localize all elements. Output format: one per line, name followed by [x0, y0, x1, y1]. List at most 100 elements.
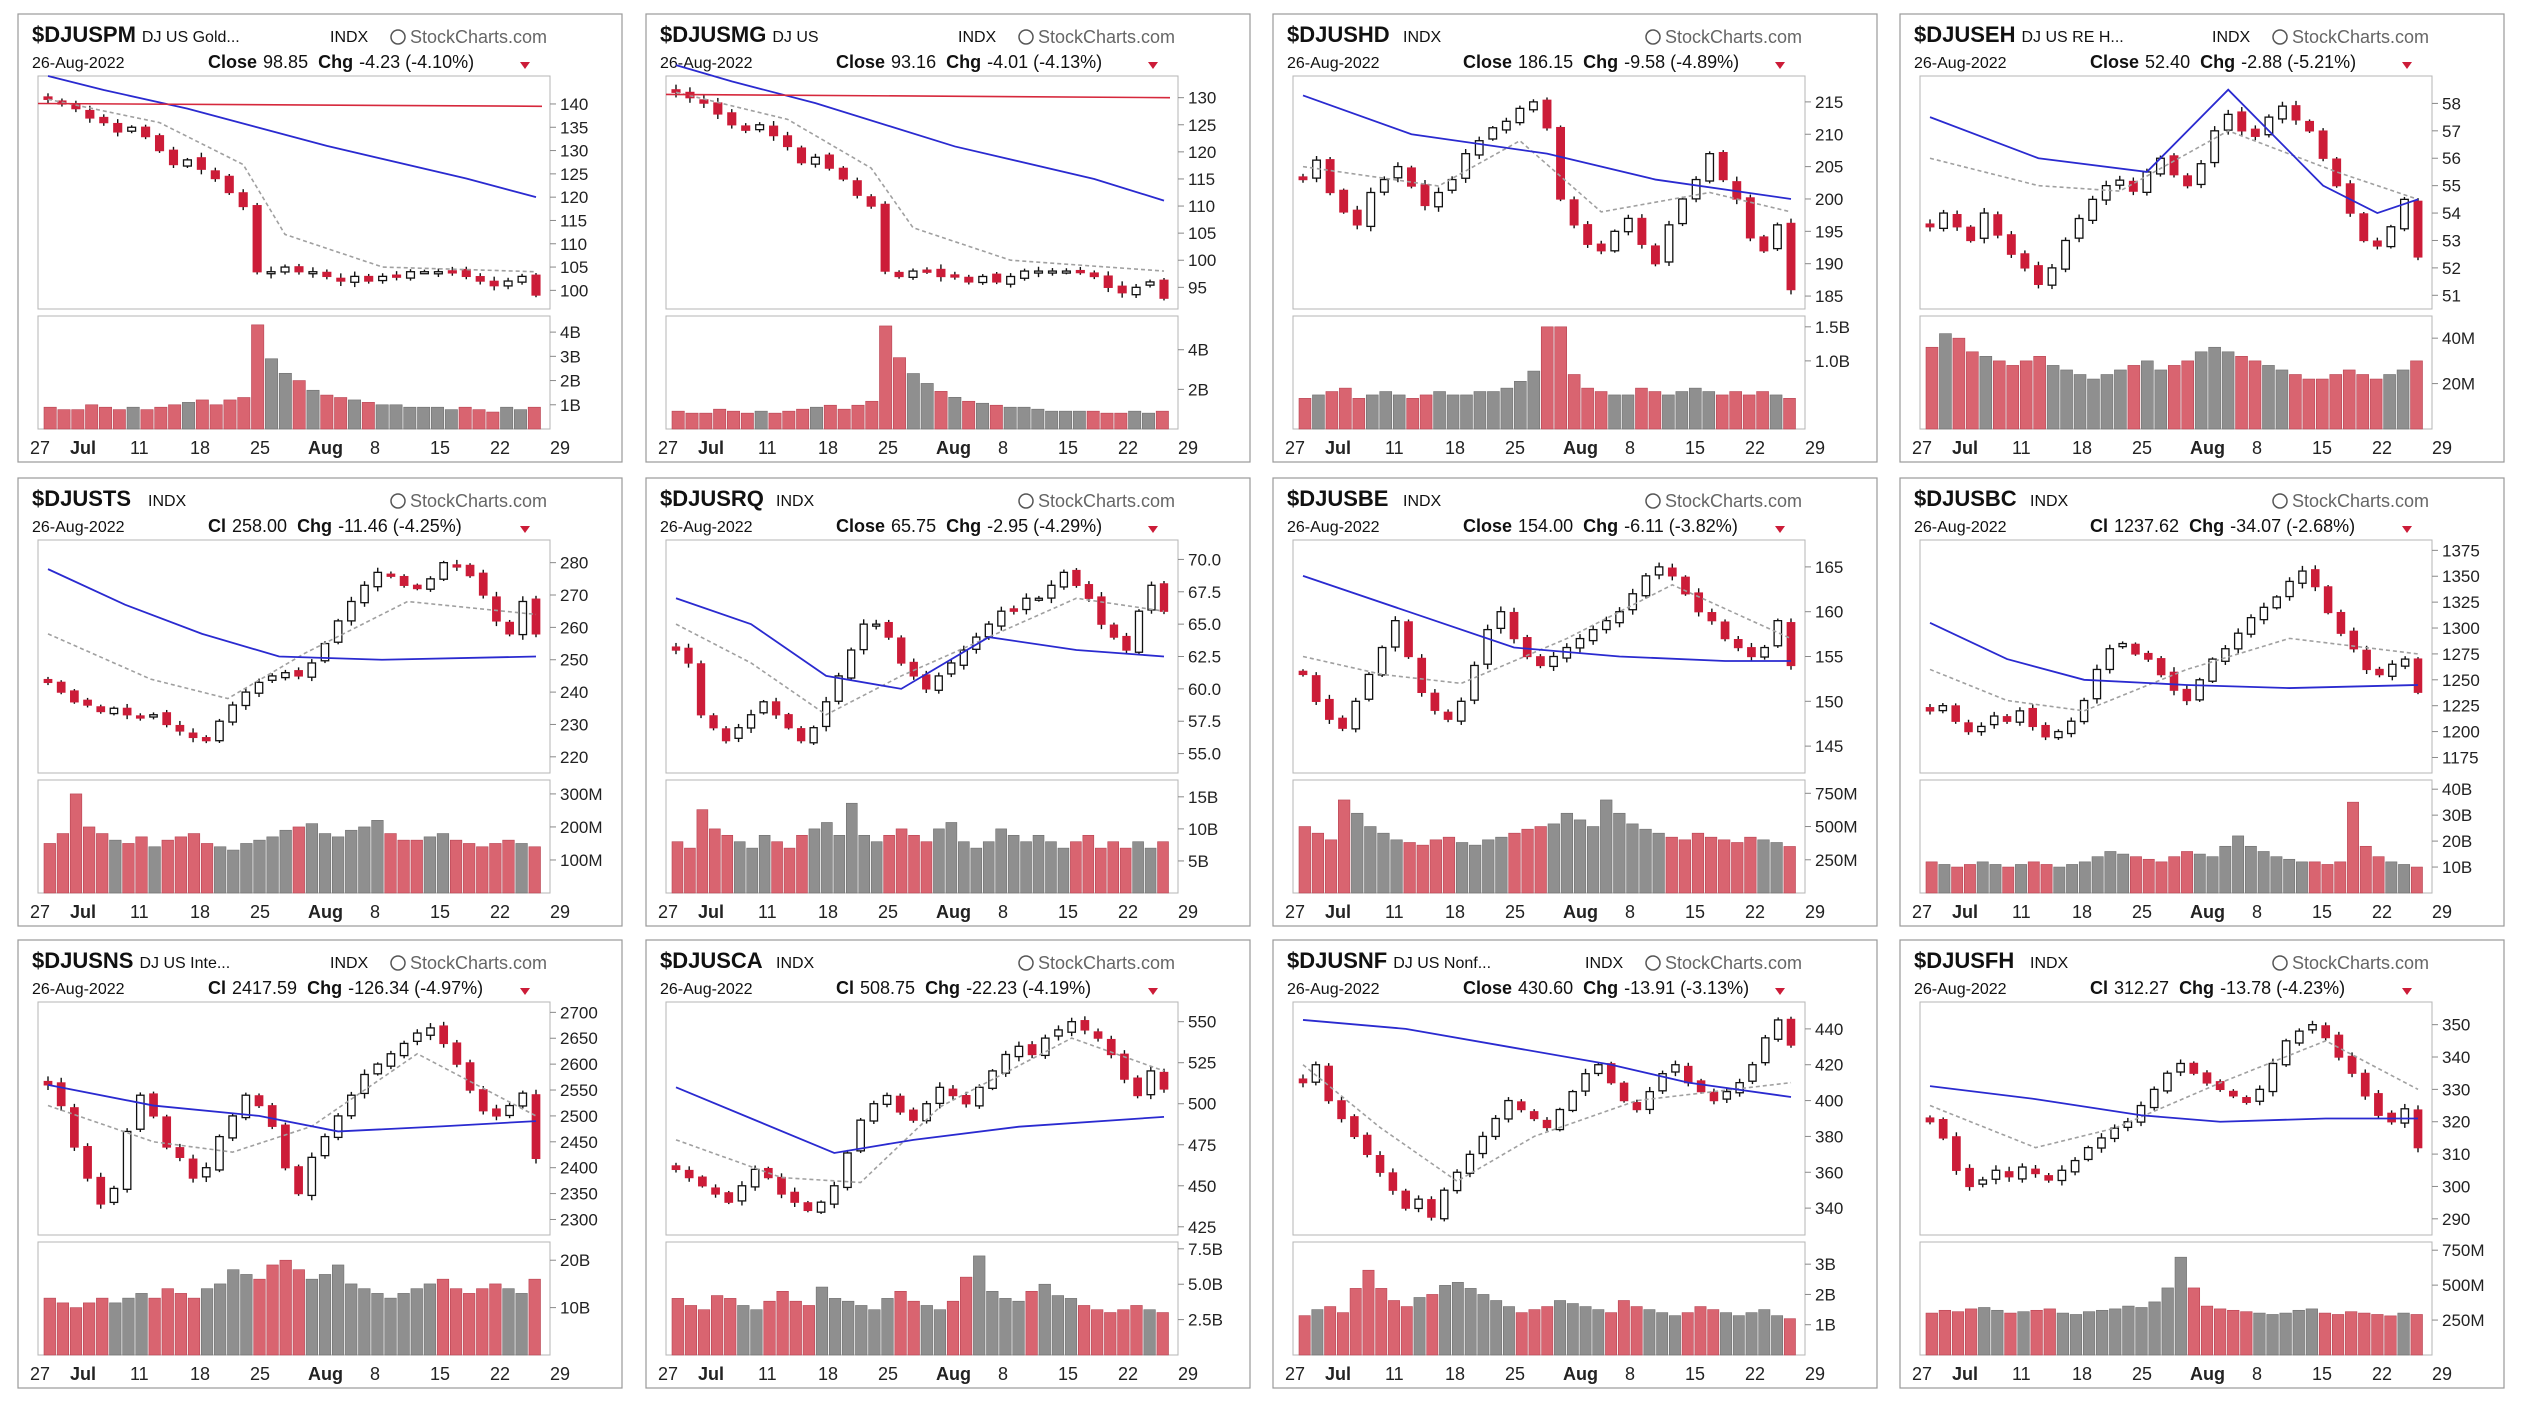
- x-axis-label: 27: [658, 438, 678, 458]
- volume-bar: [2410, 1314, 2423, 1356]
- x-axis-label: 15: [2312, 438, 2332, 458]
- candle: [1952, 214, 1962, 228]
- volume-bar: [1639, 828, 1652, 894]
- volume-bar: [2117, 853, 2130, 894]
- x-axis-label: 15: [2312, 902, 2332, 922]
- volume-bar: [1446, 394, 1460, 430]
- volume-tick-label: 2.5B: [1188, 1311, 1223, 1330]
- candle: [1109, 624, 1119, 638]
- volume-bar: [1720, 1312, 1732, 1356]
- volume-bar: [855, 1305, 868, 1356]
- moving-average-long: [675, 597, 1165, 690]
- volume-bar: [410, 839, 423, 894]
- exchange-label: INDX: [776, 955, 815, 972]
- volume-bar: [946, 1300, 960, 1356]
- candle: [2399, 198, 2409, 230]
- volume-bar: [808, 828, 821, 894]
- price-tick-label: 270: [560, 586, 588, 605]
- candle: [1575, 637, 1585, 649]
- candle: [175, 724, 185, 732]
- chart-date: 26-Aug-2022: [1914, 519, 2007, 536]
- chart-panel-djushd: $DJUSHD INDX StockCharts.com 26-Aug-2022 Clo…: [1272, 13, 1878, 463]
- candle: [196, 157, 206, 170]
- volume-bar: [449, 839, 463, 894]
- volume-bar: [1031, 408, 1045, 430]
- volume-bar: [2155, 861, 2168, 894]
- x-axis-label: 27: [30, 902, 50, 922]
- volume-bar: [423, 1283, 436, 1356]
- volume-bar: [187, 1297, 201, 1356]
- candle: [2070, 1159, 2080, 1173]
- price-tick-label: 110: [560, 235, 587, 254]
- volume-bar: [1951, 866, 1964, 894]
- candle: [141, 126, 151, 138]
- volume-bar: [2056, 1312, 2069, 1356]
- candle: [992, 273, 1002, 283]
- candle: [2189, 1062, 2199, 1074]
- price-tick-label: 300: [2442, 1177, 2470, 1196]
- candle: [759, 701, 768, 714]
- volume-bar: [502, 839, 515, 894]
- volume-bar: [746, 847, 758, 894]
- moving-average-short: [1929, 1039, 2419, 1149]
- chart-panel-djusbc: $DJUSBC INDX StockCharts.com 26-Aug-2022 Cl 1…: [1899, 477, 2505, 927]
- candle: [1022, 597, 1031, 611]
- volume-bar: [758, 834, 771, 894]
- x-axis-label: 25: [878, 1364, 898, 1384]
- candle: [238, 192, 248, 208]
- candle: [2105, 648, 2115, 671]
- candle: [1965, 1167, 1974, 1188]
- volume-bar: [2221, 351, 2235, 430]
- volume-bar: [2397, 1312, 2410, 1356]
- volume-bar: [292, 380, 306, 430]
- volume-tick-label: 40M: [2442, 329, 2475, 348]
- candle: [909, 1109, 918, 1121]
- candle: [1474, 140, 1484, 156]
- candle: [2277, 105, 2287, 120]
- volume-bar: [699, 412, 713, 430]
- price-tick-label: 145: [1815, 737, 1843, 756]
- volume-bar: [135, 1293, 148, 1356]
- candle: [426, 578, 435, 590]
- volume-bar: [1771, 1315, 1784, 1356]
- x-axis-label: Jul: [1952, 902, 1978, 922]
- candle: [399, 575, 409, 586]
- candle: [724, 1192, 734, 1203]
- x-axis-label: Aug: [936, 1364, 971, 1384]
- volume-bar: [500, 406, 514, 430]
- candle: [1938, 705, 1948, 712]
- candle: [2176, 1062, 2185, 1073]
- watermark: StockCharts.com: [1038, 27, 1175, 47]
- x-axis-label: 11: [1385, 902, 1404, 922]
- volume-bar: [671, 1298, 684, 1356]
- candle: [948, 1088, 958, 1097]
- candle: [2057, 1169, 2067, 1182]
- candle: [1478, 1135, 1488, 1155]
- candle: [1542, 1119, 1552, 1129]
- candle: [1084, 584, 1094, 599]
- volume-bar: [1566, 1303, 1579, 1356]
- price-tick-label: 2700: [560, 1003, 598, 1022]
- price-tick-label: 115: [1188, 170, 1215, 189]
- volume-bar: [187, 833, 201, 894]
- volume-bar: [1630, 1306, 1643, 1356]
- x-axis-label: 22: [2372, 902, 2392, 922]
- candle: [1938, 1118, 1948, 1139]
- volume-bar: [1925, 1312, 1938, 1356]
- volume-bar: [906, 373, 920, 430]
- candle: [1122, 635, 1131, 651]
- candle: [1298, 1078, 1308, 1084]
- close-label: Close: [836, 52, 885, 72]
- candle: [2088, 198, 2098, 222]
- volume-bar: [833, 834, 846, 894]
- volume-tick-label: 250M: [2442, 1311, 2485, 1330]
- exchange-label: INDX: [1403, 493, 1442, 510]
- close-value: 98.85: [263, 52, 308, 72]
- candle: [769, 125, 779, 137]
- close-value: 186.15: [1518, 52, 1573, 72]
- candle: [2123, 1121, 2133, 1129]
- volume-bar: [1038, 1283, 1051, 1356]
- candle: [228, 1115, 238, 1139]
- candle: [2136, 1104, 2146, 1123]
- candle: [419, 271, 430, 275]
